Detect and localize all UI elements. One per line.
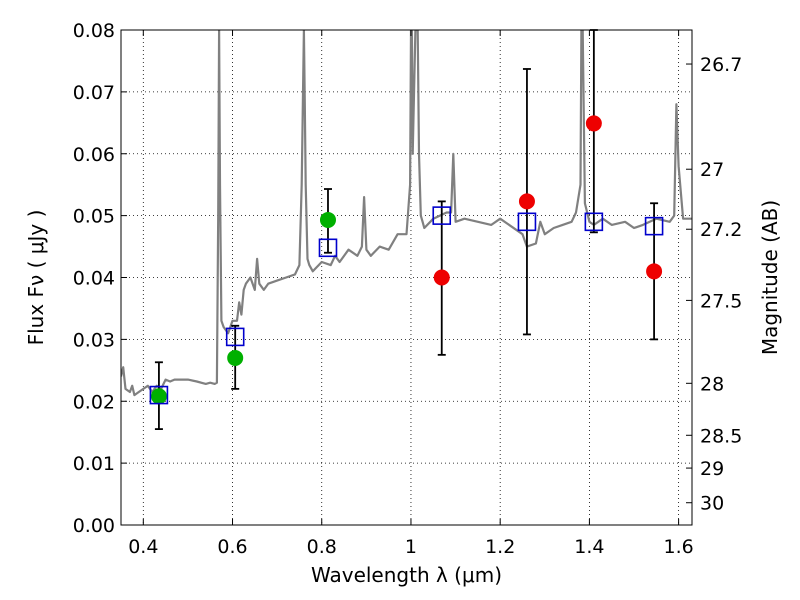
spectrum-layer <box>121 30 692 397</box>
y-tick-label: 0.07 <box>73 82 115 104</box>
plot-frame <box>120 29 693 526</box>
grid-lines <box>121 29 692 526</box>
model-photometry-square <box>318 238 338 258</box>
x-tick-label: 1.4 <box>574 536 604 558</box>
x-tick-label: 1.2 <box>485 536 515 558</box>
y-tick-label: 0.04 <box>73 268 115 290</box>
detections-point <box>227 349 244 366</box>
tick-layer: 0.4 0.6 0.8 1 1.2 1.4 1.6 0.00 0.01 0.02 0.03 0.04 0… <box>73 20 743 558</box>
x-tick-label: 1.6 <box>664 536 694 558</box>
y2-tick-label: 29 <box>700 458 724 480</box>
upper-limit-measurements-point <box>433 269 450 286</box>
y-tick-label: 0.01 <box>73 453 115 475</box>
model-photometry-square <box>149 385 169 405</box>
y2-tick-label: 27.5 <box>700 290 742 312</box>
x-axis-label: Wavelength λ (μm) <box>311 563 502 587</box>
y-tick-label: 0.08 <box>73 20 115 42</box>
upper-limit-measurements-point <box>646 263 663 280</box>
y2-tick-label: 27 <box>700 159 724 181</box>
y-tick-label: 0.06 <box>73 144 115 166</box>
marker-layer <box>149 115 664 405</box>
y-axis-label: Flux Fν ( μJy ) <box>24 210 48 346</box>
y2-tick-label: 26.7 <box>700 54 742 76</box>
y2-tick-label: 28 <box>700 373 724 395</box>
model-photometry-square <box>644 216 664 236</box>
y2-tick-label: 27.2 <box>700 219 742 241</box>
y2-axis-label: Magnitude (AB) <box>758 200 782 355</box>
y-tick-label: 0.02 <box>73 391 115 413</box>
upper-limit-measurements-point <box>585 115 602 132</box>
detections-point <box>150 388 167 405</box>
x-tick-label: 0.4 <box>128 536 158 558</box>
y-tick-label: 0.03 <box>73 329 115 351</box>
model-photometry-square <box>432 206 452 225</box>
x-tick-label: 0.6 <box>217 536 247 558</box>
model-photometry-square <box>584 212 604 232</box>
y2-tick-label: 28.5 <box>700 425 742 447</box>
x-tick-label: 0.8 <box>307 536 337 558</box>
detections-point <box>319 211 336 228</box>
model-photometry-square <box>225 327 245 347</box>
upper-limit-measurements-point <box>518 193 535 210</box>
y-tick-label: 0.05 <box>73 206 115 228</box>
y-tick-label: 0.00 <box>73 515 115 537</box>
x-tick-label: 1 <box>405 536 417 558</box>
spectrum-line <box>121 30 692 397</box>
model-photometry-square <box>517 212 537 232</box>
y2-tick-label: 30 <box>700 493 724 515</box>
